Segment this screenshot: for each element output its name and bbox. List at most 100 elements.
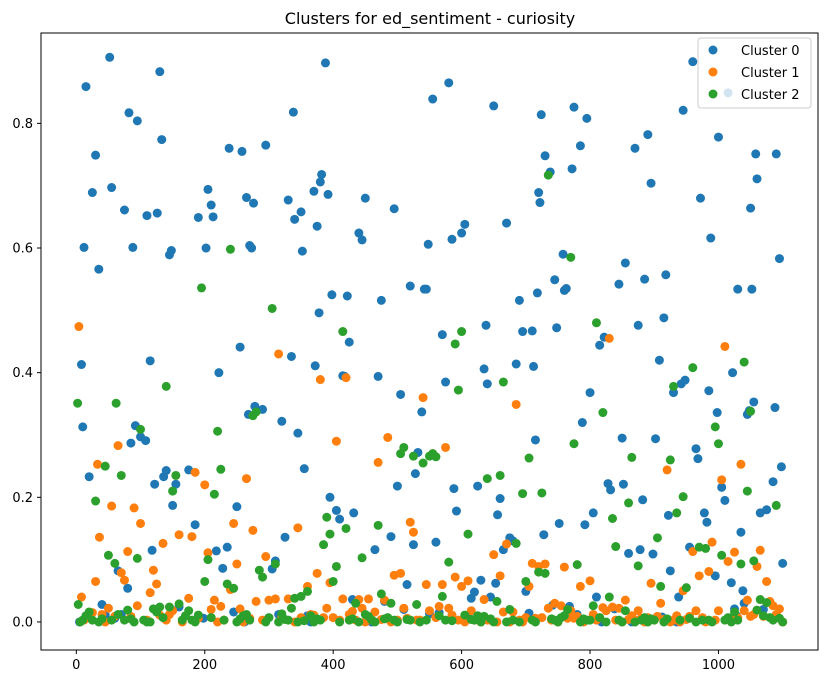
data-point [261,140,271,150]
data-point [123,605,133,615]
data-point [762,576,772,586]
data-point [688,547,698,557]
data-point [209,489,219,499]
data-point [768,477,778,487]
data-point [563,604,573,614]
data-point [762,598,772,608]
data-point [713,439,723,449]
data-point [145,356,155,366]
data-point [224,143,234,153]
data-point [713,132,723,142]
data-point [129,617,139,627]
data-point [76,592,86,602]
data-point [691,444,701,454]
data-point [168,500,178,510]
data-point [91,150,101,160]
data-point [100,461,110,471]
data-point [168,486,178,496]
data-point [97,614,107,624]
data-point [216,601,226,611]
data-point [309,186,319,196]
data-point [633,320,643,330]
data-point [537,613,547,623]
data-point [225,244,235,254]
data-point [627,452,637,462]
data-point [630,143,640,153]
data-point [113,441,123,451]
data-point [187,532,197,542]
data-point [532,288,542,298]
data-point [418,393,428,403]
data-point [91,496,101,506]
data-point [386,598,396,608]
y-tick-label: 0.2 [12,491,33,506]
data-point [360,193,370,203]
data-point [245,615,255,625]
data-point [701,543,711,553]
data-point [559,562,569,572]
data-point [585,576,595,586]
data-point [688,57,698,67]
data-point [736,459,746,469]
data-point [110,558,120,568]
data-point [778,617,788,627]
data-point [614,279,624,289]
data-point [437,580,447,590]
data-point [370,617,380,627]
data-point [190,467,200,477]
data-point [752,174,762,184]
data-point [323,189,333,199]
data-point [618,479,628,489]
data-point [103,550,113,560]
data-point [174,599,184,609]
data-point [357,235,367,245]
data-point [451,506,461,516]
data-point [463,529,473,539]
data-point [460,610,470,620]
data-point [206,604,216,614]
data-point [312,221,322,231]
data-point [624,498,634,508]
data-point [87,188,97,198]
data-point [277,416,287,426]
data-point [588,601,598,611]
data-point [492,596,502,606]
data-point [296,591,306,601]
y-tick-label: 0.4 [12,366,33,381]
data-point [158,613,168,623]
legend-label: Cluster 0 [741,44,800,59]
data-point [447,234,457,244]
data-point [78,422,88,432]
data-point [646,178,656,188]
data-point [119,575,129,585]
data-point [778,558,788,568]
data-point [694,571,704,581]
data-point [473,481,483,491]
data-point [466,606,476,616]
data-point [747,284,757,294]
data-point [577,418,587,428]
data-point [606,485,616,495]
data-point [73,600,83,609]
data-point [569,102,579,112]
data-point [113,609,123,619]
data-point [373,371,383,381]
data-point [495,571,505,581]
data-point [441,442,451,452]
data-point [94,264,104,274]
data-point [723,557,733,566]
y-tick-label: 0.0 [12,615,33,630]
data-point [84,607,94,617]
data-point [190,617,200,627]
data-point [274,349,284,359]
data-point [203,184,213,194]
data-point [428,94,438,104]
data-point [733,615,743,625]
data-point [702,517,712,527]
x-tick-label: 600 [449,658,474,673]
data-point [315,177,325,187]
data-point [370,607,380,617]
data-point [434,601,444,611]
data-point [128,242,138,252]
data-point [749,397,759,407]
